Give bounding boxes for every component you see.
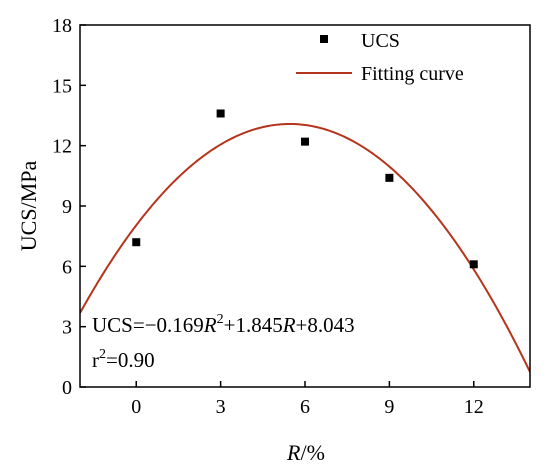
data-point bbox=[216, 109, 225, 118]
x-tick-label: 6 bbox=[300, 396, 310, 418]
r-squared: r2=0.90 bbox=[92, 347, 155, 372]
data-point bbox=[469, 260, 478, 269]
y-tick-label: 0 bbox=[62, 377, 72, 399]
y-tick-label: 6 bbox=[62, 256, 72, 278]
ucs-points bbox=[132, 109, 478, 269]
y-tick-label: 12 bbox=[52, 136, 72, 158]
legend-fit-label: Fitting curve bbox=[361, 63, 464, 85]
y-tick-label: 18 bbox=[52, 15, 72, 37]
y-tick-label: 3 bbox=[62, 317, 72, 339]
legend-ucs-label: UCS bbox=[361, 30, 400, 52]
x-tick-label: 3 bbox=[216, 396, 226, 418]
x-tick-label: 9 bbox=[384, 396, 394, 418]
legend: UCS Fitting curve bbox=[296, 30, 464, 85]
y-tick-label: 9 bbox=[62, 196, 72, 218]
y-axis-label: UCS/MPa bbox=[16, 161, 41, 252]
fit-equation: UCS=−0.169R2+1.845R+8.043 bbox=[92, 312, 355, 337]
data-point bbox=[301, 137, 309, 146]
fitting-curve-line bbox=[80, 122, 530, 373]
y-tick-label: 15 bbox=[52, 75, 72, 97]
data-point bbox=[385, 173, 394, 182]
legend-ucs-marker bbox=[320, 35, 328, 43]
x-axis-label: R/% bbox=[286, 440, 325, 465]
y-axis-ticks: 0 3 6 9 12 15 18 bbox=[52, 15, 86, 399]
x-tick-label: 12 bbox=[464, 396, 484, 418]
x-tick-label: 0 bbox=[131, 396, 141, 418]
data-point bbox=[132, 238, 141, 247]
x-axis-ticks: 0 3 6 9 12 bbox=[131, 381, 484, 418]
